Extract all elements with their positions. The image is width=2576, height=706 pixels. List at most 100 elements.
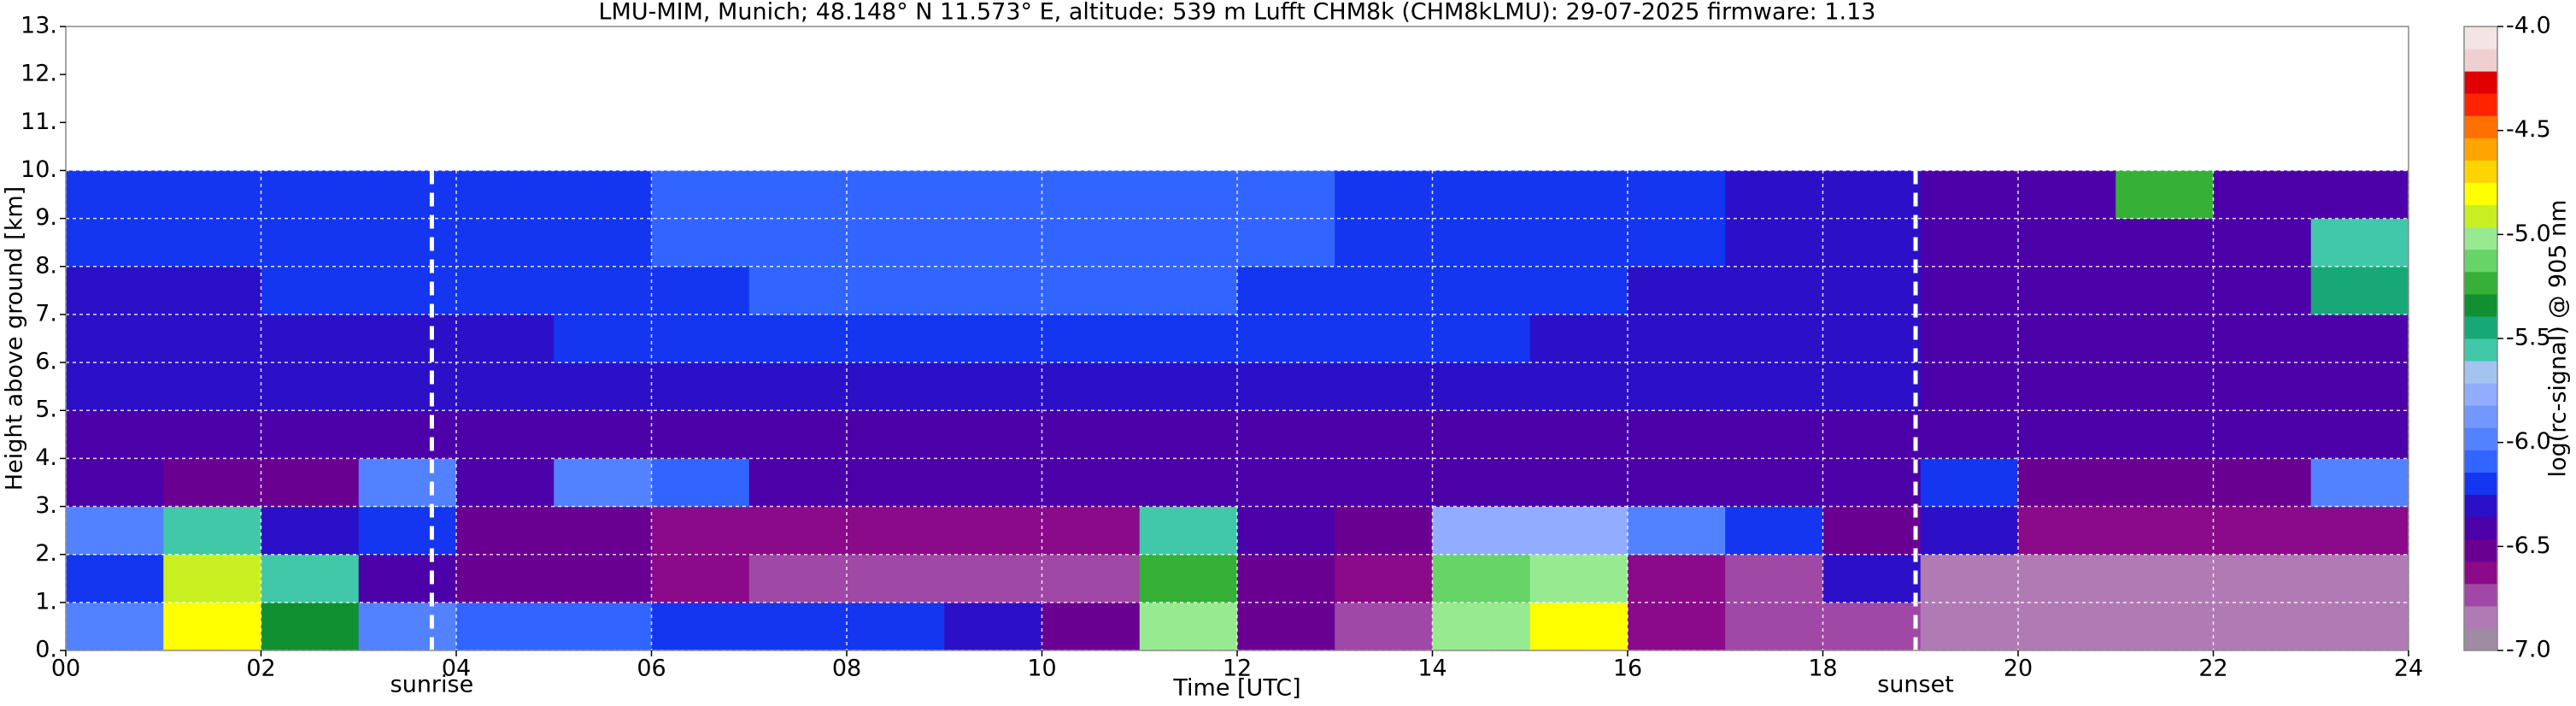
x-tick-label: 04: [442, 656, 471, 682]
y-tick-label: 0.: [35, 637, 57, 663]
heatmap-cell: [1725, 266, 1823, 315]
heatmap-cell: [554, 170, 652, 220]
heatmap-cell: [944, 554, 1042, 603]
heatmap-cell: [1237, 170, 1335, 220]
colorbar-swatch: [2464, 26, 2497, 50]
heatmap-cell: [847, 458, 945, 508]
heatmap-cell: [358, 458, 457, 508]
y-tick-label: 7.: [35, 300, 57, 327]
heatmap-cell: [456, 602, 555, 651]
heatmap-cell: [163, 602, 261, 651]
heatmap-cell: [1335, 458, 1433, 508]
heatmap-cell: [1042, 506, 1141, 556]
heatmap-cell: [1432, 266, 1531, 315]
heatmap-cell: [358, 314, 457, 363]
heatmap-cell: [1139, 218, 1238, 268]
x-tick-label: 20: [2004, 656, 2033, 682]
heatmap-cell: [2115, 314, 2214, 363]
x-tick-label: 22: [2198, 656, 2227, 682]
heatmap-cell: [847, 554, 945, 603]
heatmap-cell: [261, 554, 360, 603]
heatmap-cell: [2310, 218, 2409, 268]
heatmap-cell: [358, 266, 457, 315]
heatmap-cell: [1628, 602, 1726, 651]
heatmap-cell: [1920, 506, 2019, 556]
heatmap-cell: [163, 410, 261, 459]
heatmap-cell: [651, 554, 750, 603]
heatmap-cell: [1529, 218, 1628, 268]
heatmap-cell: [1237, 362, 1335, 411]
heatmap-cell: [66, 506, 164, 556]
colorbar-swatch: [2464, 472, 2497, 495]
heatmap-cell: [261, 170, 360, 220]
heatmap-cell: [1042, 362, 1141, 411]
heatmap-cell: [944, 410, 1042, 459]
y-tick-label: 8.: [35, 252, 57, 279]
heatmap-cell: [2310, 170, 2409, 220]
heatmap-cell: [651, 362, 750, 411]
heatmap-cell: [1139, 458, 1238, 508]
heatmap-cell: [554, 602, 652, 651]
heatmap-cell: [2213, 170, 2312, 220]
heatmap-cell: [163, 314, 261, 363]
x-tick-label: 02: [246, 656, 275, 682]
heatmap-cell: [2018, 602, 2116, 651]
heatmap-cell: [1529, 554, 1628, 603]
heatmap-cell: [1920, 170, 2019, 220]
colorbar-tick-label: -4.5: [2506, 116, 2551, 143]
y-tick-label: 13.: [21, 13, 57, 39]
heatmap-cell: [2115, 218, 2214, 268]
heatmap-cell: [748, 218, 848, 268]
heatmap-cell: [1139, 266, 1238, 315]
heatmap-cell: [748, 554, 848, 603]
heatmap-cell: [1335, 170, 1433, 220]
heatmap-cell: [1335, 602, 1433, 651]
heatmap-cell: [2018, 362, 2116, 411]
heatmap-cell: [1628, 458, 1726, 508]
heatmap-cell: [847, 314, 945, 363]
heatmap-cell: [1920, 410, 2019, 459]
heatmap-cell: [1529, 602, 1628, 651]
heatmap-cell: [1432, 458, 1531, 508]
heatmap-cell: [748, 602, 848, 651]
colorbar-swatch: [2464, 583, 2497, 607]
heatmap-cell: [1237, 458, 1335, 508]
heatmap-cell: [651, 410, 750, 459]
heatmap-cell: [1822, 458, 1922, 508]
heatmap-cell: [66, 602, 164, 651]
heatmap-cell: [847, 218, 945, 268]
heatmap-cell: [1139, 362, 1238, 411]
heatmap-cell: [456, 218, 555, 268]
heatmap-cell: [1237, 218, 1335, 268]
heatmap-cell: [1237, 410, 1335, 459]
heatmap-cell: [554, 314, 652, 363]
heatmap-cell: [554, 458, 652, 508]
heatmap-cell: [2213, 314, 2312, 363]
heatmap-cell: [1628, 218, 1726, 268]
x-tick-label: 14: [1417, 656, 1446, 682]
heatmap-cell: [2115, 506, 2214, 556]
heatmap-cell: [1042, 410, 1141, 459]
colorbar-swatch: [2464, 249, 2497, 273]
heatmap-cell: [2115, 602, 2214, 651]
colorbar-swatch: [2464, 93, 2497, 116]
heatmap-cell: [1920, 602, 2019, 651]
heatmap-cell: [1237, 314, 1335, 363]
y-tick-label: 5.: [35, 397, 57, 423]
heatmap-cell: [1432, 170, 1531, 220]
heatmap-cell: [944, 602, 1042, 651]
heatmap-cell: [1725, 554, 1823, 603]
heatmap-cell: [944, 218, 1042, 268]
colorbar-swatch: [2464, 450, 2497, 473]
heatmap-cell: [2115, 362, 2214, 411]
heatmap-cell: [651, 458, 750, 508]
heatmap-cell: [1432, 602, 1531, 651]
heatmap-cell: [1628, 362, 1726, 411]
heatmap-cell: [2018, 266, 2116, 315]
heatmap-cell: [66, 314, 164, 363]
heatmap-cell: [847, 266, 945, 315]
heatmap-cell: [1139, 506, 1238, 556]
heatmap-cell: [1432, 314, 1531, 363]
x-tick-label: 24: [2394, 656, 2423, 682]
heatmap-cell: [1822, 314, 1922, 363]
